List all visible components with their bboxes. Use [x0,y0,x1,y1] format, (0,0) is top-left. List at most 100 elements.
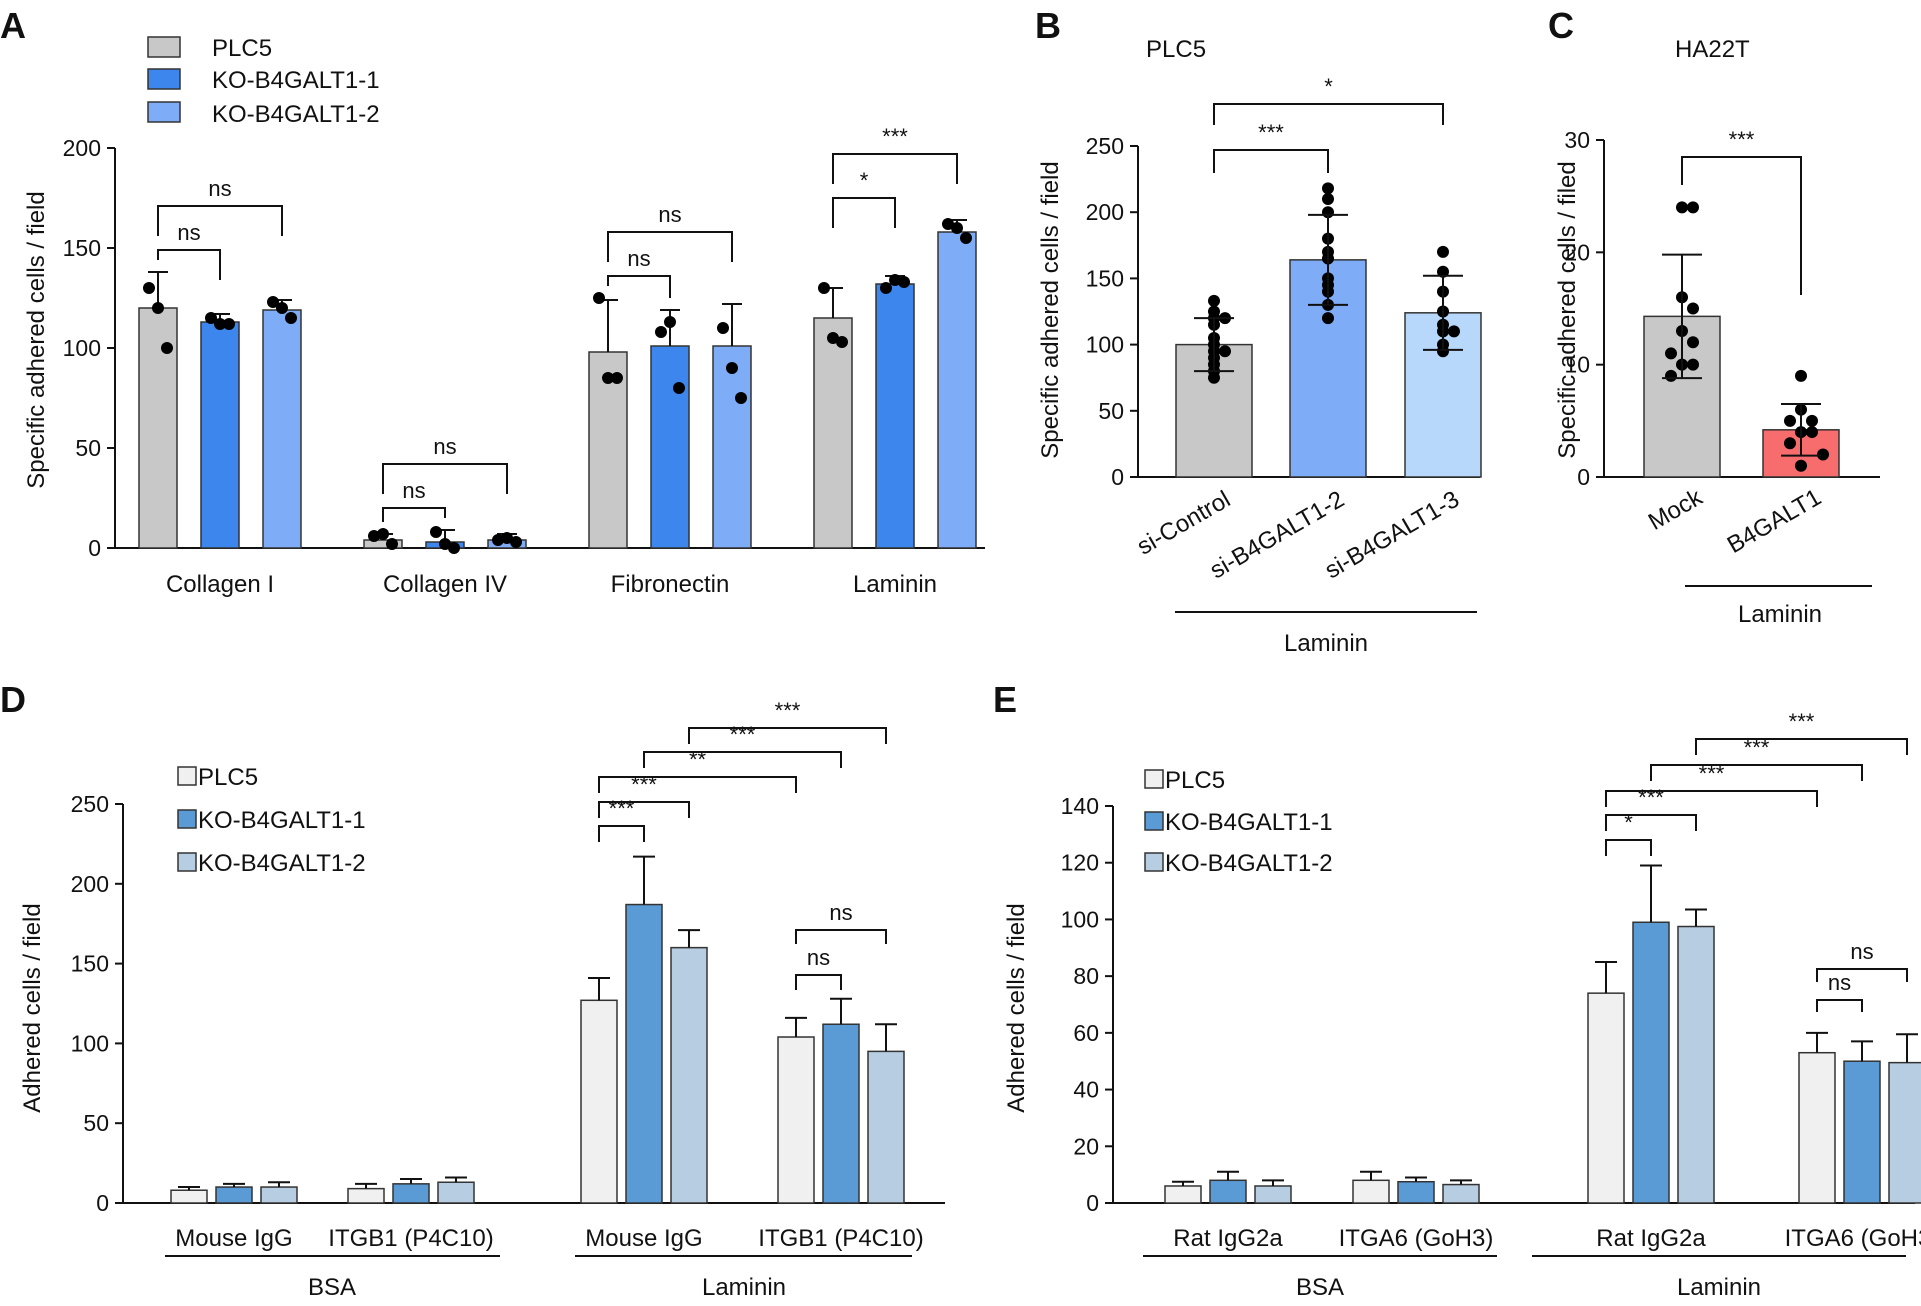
legend-swatch-ko2 [147,101,181,123]
y-tick-label: 0 [1577,464,1590,490]
significance-label: ns [208,176,231,201]
bar [1254,1185,1292,1204]
significance-label: *** [882,124,908,149]
significance-bracket [598,776,797,793]
data-point [1208,371,1220,384]
bar [1397,1180,1435,1204]
data-point [726,362,738,374]
data-point [448,542,460,554]
y-tick-label: 50 [75,435,101,461]
data-point [1784,414,1796,427]
bar [580,999,618,1204]
bar [1632,921,1670,1204]
bar [347,1187,385,1204]
panel-d-plot: 0 50 100 150 200 250 Mouse IgG ITGB1 (P4C10) Mou… [71,698,945,1252]
bar [777,1036,815,1204]
data-point [214,318,226,330]
group-label-laminin: Laminin [1738,601,1822,628]
y-tick-label: 50 [83,1110,109,1136]
significance-bracket [1213,149,1329,173]
legend-label-ko2: KO-B4GALT1-2 [198,850,366,877]
significance-label: *** [609,796,635,821]
y-tick-label: 0 [96,1190,109,1216]
significance-bracket [607,275,671,298]
data-point [492,534,504,546]
significance-label: ns [402,478,425,503]
significance-bracket [1213,103,1444,125]
bar [1352,1179,1390,1204]
bar [262,309,302,549]
data-point [1219,345,1231,358]
significance-bracket [1816,999,1863,1012]
bar [1798,1051,1836,1204]
bar [1164,1185,1202,1204]
data-point [1687,302,1699,315]
legend-label-plc5: PLC5 [212,35,272,62]
bar [215,1186,253,1204]
data-point [1208,294,1220,307]
bar [1587,992,1625,1204]
y-tick-label: 150 [71,951,109,977]
panel-e-legend: PLC5 KO-B4GALT1-1 KO-B4GALT1-2 [1144,767,1333,877]
y-tick-label: 40 [1073,1077,1099,1103]
y-tick-label: 10 [1564,352,1590,378]
significance-label: *** [775,698,801,723]
significance-label: * [860,168,869,193]
bar [1442,1183,1480,1204]
bar [200,321,240,549]
data-point [942,218,954,230]
y-tick-label: 200 [63,135,101,161]
y-tick-label: 250 [1086,133,1124,159]
panel-c-ylabel: Specific adhered cells / filed [1554,161,1581,459]
data-point [717,322,729,334]
y-tick-label: 20 [1073,1133,1099,1159]
legend-label-plc5: PLC5 [1165,767,1225,794]
significance-bracket [382,507,446,522]
data-point [267,296,279,308]
data-point [1437,245,1449,258]
data-point [655,326,667,338]
significance-label: ns [433,434,456,459]
significance-bracket [382,463,508,494]
data-point [1448,325,1460,338]
x-category-label: B4GALT1 [1723,484,1826,559]
data-point [1687,336,1699,349]
data-point [1795,369,1807,382]
x-category-label: Rat IgG2a [1596,1225,1706,1252]
y-tick-label: 100 [71,1030,109,1056]
data-point [143,282,155,294]
y-tick-label: 100 [1086,332,1124,358]
legend-swatch-plc5 [147,36,181,58]
y-tick-label: 120 [1061,850,1099,876]
data-point [377,528,389,540]
legend-label-ko2: KO-B4GALT1-2 [212,101,380,128]
x-category-label: Rat IgG2a [1173,1225,1283,1252]
data-point [951,222,963,234]
y-tick-label: 20 [1564,239,1590,265]
data-point [152,302,164,314]
legend-label-ko1: KO-B4GALT1-1 [198,807,366,834]
data-point [386,538,398,550]
y-tick-label: 0 [88,535,101,561]
data-point [276,302,288,314]
bar [588,351,628,549]
panel-d-ylabel: Adhered cells / field [19,903,46,1112]
bar [1888,1061,1921,1204]
data-point [1806,414,1818,427]
significance-label: * [1324,74,1333,99]
bar [867,1050,905,1204]
bar [437,1181,475,1204]
data-point [510,536,522,548]
legend-swatch-ko2 [177,852,197,872]
legend-swatch-ko2 [1144,852,1164,872]
significance-bracket [157,249,221,280]
data-point [889,274,901,286]
bar [813,317,853,549]
data-point [501,532,513,544]
bar [1209,1179,1247,1204]
significance-label: ns [658,202,681,227]
panel-b-plot: 050100150200250si-Controlsi-B4GALT1-2si-… [1086,74,1482,584]
significance-label: * [1624,810,1633,835]
